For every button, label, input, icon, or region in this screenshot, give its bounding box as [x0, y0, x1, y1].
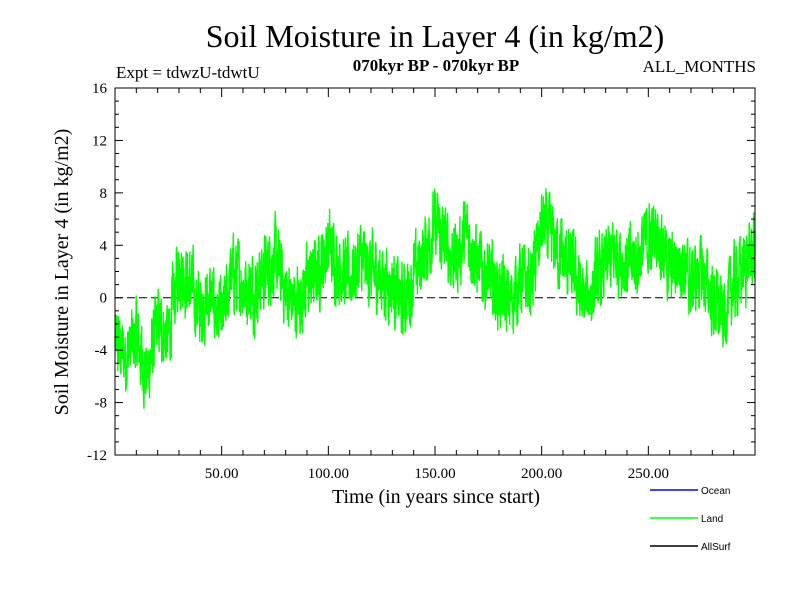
legend-label-ocean: Ocean [701, 486, 730, 497]
x-tick-label: 150.00 [414, 466, 455, 482]
x-tick-labels: 50.00 100.00 150.00 200.00 250.00 [205, 466, 669, 482]
series-line-land [114, 188, 756, 409]
subtitle-left: Expt = tdwzU-tdwtU [116, 63, 260, 82]
legend: Ocean Land AllSurf [650, 486, 731, 553]
plot-frame [114, 87, 756, 456]
plot-area [114, 188, 756, 409]
x-axis-label: Time (in years since start) [332, 486, 540, 508]
chart-title: Soil Moisture in Layer 4 (in kg/m2) [206, 18, 665, 54]
x-tick-label: 200.00 [521, 466, 562, 482]
x-tick-label: 100.00 [308, 466, 349, 482]
y-tick-labels: -12 -8 -4 0 4 8 12 16 [87, 81, 108, 464]
y-tick-label: 12 [92, 133, 107, 149]
y-axis-label: Soil Moisture in Layer 4 (in kg/m2) [51, 129, 73, 416]
y-tick-label: 16 [92, 81, 108, 97]
legend-label-land: Land [701, 514, 723, 525]
y-tick-label: -4 [95, 343, 108, 359]
axis-ticks [115, 87, 755, 456]
y-tick-label: 4 [100, 238, 108, 254]
y-tick-label: -8 [95, 396, 108, 412]
y-tick-label: 0 [100, 291, 108, 307]
y-tick-label: 8 [100, 186, 108, 202]
subtitle-center: 070kyr BP - 070kyr BP [353, 56, 520, 75]
legend-label-allsurf: AllSurf [701, 542, 731, 553]
x-tick-label: 250.00 [628, 466, 669, 482]
subtitle-right: ALL_MONTHS [643, 57, 756, 76]
x-tick-label: 50.00 [205, 466, 239, 482]
y-tick-label: -12 [87, 448, 107, 464]
